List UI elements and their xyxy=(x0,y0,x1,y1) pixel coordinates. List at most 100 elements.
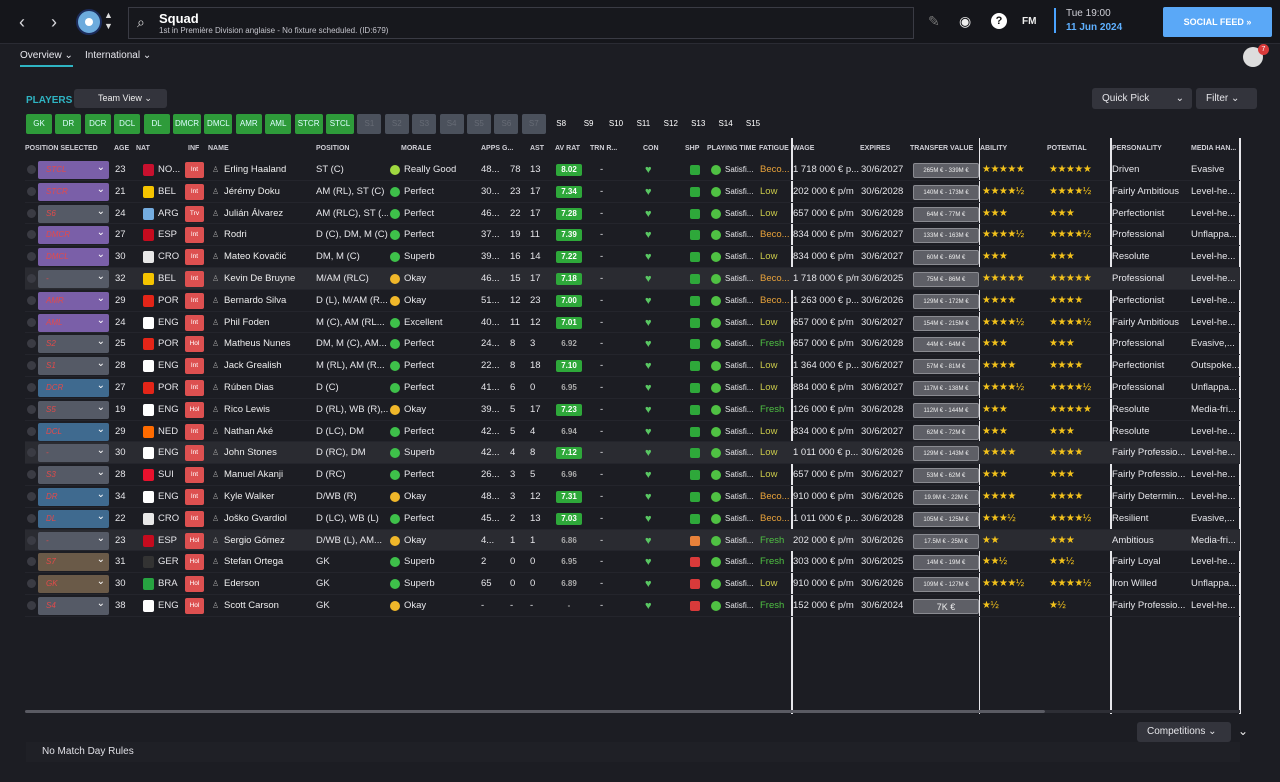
select-radio[interactable] xyxy=(27,295,36,305)
player-name-link[interactable]: Scott Carson xyxy=(224,600,279,611)
column-header[interactable]: INF xyxy=(188,145,200,152)
column-header[interactable]: CON xyxy=(643,145,659,152)
position-select-dropdown[interactable]: DCL xyxy=(38,421,109,441)
select-radio[interactable] xyxy=(27,252,36,262)
transfer-value-badge[interactable]: 75M € - 86M € xyxy=(913,272,979,287)
column-header[interactable]: PERSONALITY xyxy=(1112,145,1162,152)
select-radio[interactable] xyxy=(27,165,36,174)
quick-pick-dropdown[interactable]: Quick Pick ⌄ xyxy=(1092,88,1192,109)
world-icon[interactable]: ◉ xyxy=(959,13,972,29)
position-button-dl[interactable]: DL xyxy=(143,114,170,134)
select-radio[interactable] xyxy=(27,361,36,371)
player-name-link[interactable]: Julián Álvarez xyxy=(224,207,284,219)
column-header[interactable]: POSITION xyxy=(316,145,350,152)
position-select-dropdown[interactable]: - xyxy=(38,268,109,288)
info-badge[interactable]: Hol xyxy=(185,576,204,593)
player-name-link[interactable]: John Stones xyxy=(224,447,277,459)
column-header[interactable]: NAME xyxy=(208,145,229,152)
transfer-value-badge[interactable]: 129M € - 143M € xyxy=(913,446,979,462)
select-radio[interactable] xyxy=(27,230,36,240)
info-badge[interactable]: Trv xyxy=(185,205,204,222)
position-select-dropdown[interactable]: DL xyxy=(38,508,109,528)
transfer-value-badge[interactable]: 133M € - 163M € xyxy=(913,228,979,244)
position-button-s8[interactable]: S8 xyxy=(556,119,567,128)
column-header[interactable]: WAGE xyxy=(793,145,815,152)
column-header[interactable]: AST xyxy=(530,145,544,152)
info-badge[interactable]: Int xyxy=(185,183,204,200)
transfer-value-badge[interactable]: 140M € - 173M € xyxy=(913,184,979,200)
table-row[interactable]: - 30 ENG Int ♙ John Stones D (RC), DM Superb 42.… xyxy=(25,442,1240,465)
position-button-s3[interactable]: S3 xyxy=(412,114,437,134)
select-radio[interactable] xyxy=(27,448,36,458)
select-radio[interactable] xyxy=(27,186,36,196)
position-select-dropdown[interactable]: AMR xyxy=(38,290,109,310)
player-name-link[interactable]: Manuel Akanji xyxy=(224,469,284,481)
tab-overview[interactable]: Overview ⌄ xyxy=(20,50,73,67)
position-button-stcl[interactable]: STCL xyxy=(326,114,354,134)
competitions-dropdown[interactable]: Competitions ⌄ xyxy=(1137,722,1231,742)
transfer-value-badge[interactable]: 7K € xyxy=(913,599,979,614)
position-select-dropdown[interactable]: - xyxy=(38,442,109,463)
player-name-link[interactable]: Matheus Nunes xyxy=(224,338,291,350)
search-bar[interactable]: ⌕ Squad 1st in Première Division anglais… xyxy=(128,7,914,39)
position-button-s4[interactable]: S4 xyxy=(439,114,464,134)
match-day-rules[interactable]: No Match Day Rules xyxy=(26,742,1240,762)
table-row[interactable]: DMCL 30 CRO Int ♙ Mateo Kovačić DM, M (C) Super… xyxy=(25,246,1240,268)
position-select-dropdown[interactable]: S2 xyxy=(38,333,109,354)
table-row[interactable]: S7 31 GER Hol ♙ Stefan Ortega GK Superb 2 0 0 6.95 -… xyxy=(25,551,1240,574)
info-badge[interactable]: Int xyxy=(185,489,204,505)
player-name-link[interactable]: Rodri xyxy=(224,229,247,241)
table-row[interactable]: S3 28 SUI Int ♙ Manuel Akanji D (RC) Perfect 26.… xyxy=(25,464,1240,486)
player-name-link[interactable]: Bernardo Silva xyxy=(224,294,287,306)
player-name-link[interactable]: Stefan Ortega xyxy=(224,556,284,568)
position-select-dropdown[interactable]: S3 xyxy=(38,464,109,485)
column-header[interactable]: PLAYING TIME xyxy=(707,145,757,152)
info-badge[interactable]: Int xyxy=(185,358,204,375)
position-select-dropdown[interactable]: - xyxy=(38,530,109,550)
position-button-dcr[interactable]: DCR xyxy=(84,114,111,134)
select-radio[interactable] xyxy=(27,535,36,545)
table-row[interactable]: AML 24 ENG Int ♙ Phil Foden M (C), AM (RL... Ex… xyxy=(25,312,1240,334)
forward-icon[interactable]: › xyxy=(51,12,57,32)
info-badge[interactable]: Int xyxy=(185,510,204,527)
position-select-dropdown[interactable]: GK xyxy=(38,573,109,594)
position-button-s6[interactable]: S6 xyxy=(494,114,519,134)
column-header[interactable]: TRN R... xyxy=(590,145,618,152)
column-header[interactable]: POTENTIAL xyxy=(1047,145,1087,152)
transfer-value-badge[interactable]: 129M € - 172M € xyxy=(913,293,979,309)
position-select-dropdown[interactable]: DR xyxy=(38,486,109,506)
table-row[interactable]: - 23 ESP Hol ♙ Sergio Gómez D/WB (L), AM... Oka… xyxy=(25,529,1240,552)
horizontal-scrollbar[interactable] xyxy=(25,710,1045,713)
position-button-gk[interactable]: GK xyxy=(26,114,52,134)
select-radio[interactable] xyxy=(27,470,36,480)
select-radio[interactable] xyxy=(27,601,36,610)
transfer-value-badge[interactable]: 44M € - 64M € xyxy=(913,337,979,353)
transfer-value-badge[interactable]: 109M € - 127M € xyxy=(913,577,979,593)
table-row[interactable]: S5 19 ENG Hol ♙ Rico Lewis D (RL), WB (R),... O… xyxy=(25,399,1240,421)
club-crest-icon[interactable] xyxy=(76,9,102,35)
player-name-link[interactable]: Jérémy Doku xyxy=(224,185,280,197)
info-badge[interactable]: Hol xyxy=(185,401,204,418)
info-badge[interactable]: Int xyxy=(185,271,204,287)
column-header[interactable]: FATIGUE xyxy=(759,145,789,152)
player-name-link[interactable]: Erling Haaland xyxy=(224,164,287,175)
position-select-dropdown[interactable]: S4 xyxy=(38,595,109,615)
fm-menu-icon[interactable]: FM xyxy=(1022,16,1037,27)
position-button-s1[interactable]: S1 xyxy=(357,114,382,134)
chevron-down-icon[interactable]: ⌄ xyxy=(1238,724,1249,738)
position-button-s15[interactable]: S15 xyxy=(745,119,761,128)
position-button-s14[interactable]: S14 xyxy=(718,119,733,128)
position-button-dmcr[interactable]: DMCR xyxy=(173,114,201,134)
info-badge[interactable]: Hol xyxy=(185,336,204,353)
info-badge[interactable]: Hol xyxy=(185,598,204,614)
select-radio[interactable] xyxy=(27,339,36,349)
position-select-dropdown[interactable]: DMCR xyxy=(38,224,109,245)
position-button-stcr[interactable]: STCR xyxy=(294,114,323,134)
select-radio[interactable] xyxy=(27,317,36,327)
select-radio[interactable] xyxy=(27,404,36,414)
club-switch-icon[interactable]: ▲ ▼ xyxy=(104,10,113,31)
transfer-value-badge[interactable]: 14M € - 19M € xyxy=(913,555,979,571)
player-name-link[interactable]: Sergio Gómez xyxy=(224,534,285,546)
position-button-s11[interactable]: S11 xyxy=(636,119,651,128)
table-row[interactable]: DCR 27 POR Int ♙ Rúben Dias D (C) Perfect 41... 6… xyxy=(25,377,1240,399)
